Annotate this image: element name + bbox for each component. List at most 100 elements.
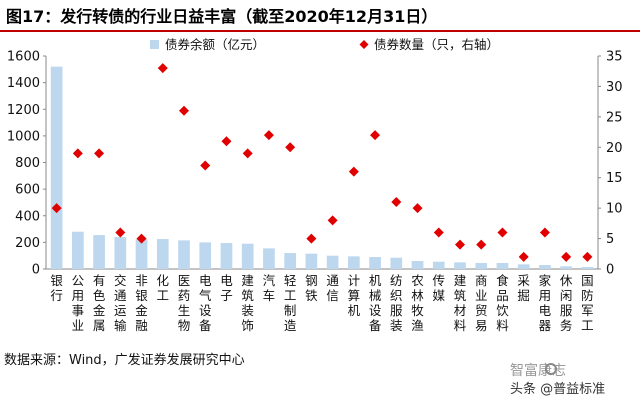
scatter-point (306, 233, 317, 244)
chart-title: 图17：发行转债的行业日益丰富（截至2020年12月31日） (6, 7, 438, 26)
bar (114, 237, 127, 269)
x-tick-label: 机械设备 (369, 273, 382, 333)
x-tick-label: 建筑装饰 (241, 273, 254, 333)
scatter-point (285, 142, 296, 153)
bar (475, 263, 488, 269)
x-tick-label: 国防军工 (581, 273, 594, 333)
bar (581, 267, 594, 269)
watermark-icon (545, 363, 557, 375)
x-tick-label: 有色金属 (93, 273, 106, 333)
y-left-tick-label: 800 (15, 156, 40, 171)
bar (72, 231, 84, 269)
bar (199, 242, 212, 269)
watermark-line2: 头条 @普益标准 (510, 382, 606, 397)
scatter-point (391, 197, 402, 208)
bar (348, 256, 360, 269)
scatter-point (242, 148, 253, 159)
scatter-point (200, 160, 211, 171)
scatter-point (179, 105, 189, 116)
scatter-point (94, 148, 105, 159)
bar (50, 66, 63, 270)
x-tick-label: 交通运输 (114, 273, 127, 333)
y-right-tick-label: 25 (606, 110, 623, 125)
scatter-point (497, 227, 508, 238)
y-left-tick-label: 1400 (7, 76, 40, 91)
x-tick-label: 商业贸易 (475, 273, 488, 333)
bar (156, 239, 169, 269)
y-left-tick-label: 1600 (7, 50, 40, 65)
y-right-tick-label: 15 (606, 171, 623, 186)
x-tick-label: 纺织服装 (390, 273, 403, 333)
bar (135, 239, 148, 269)
x-tick-label: 汽车 (263, 273, 276, 303)
scatter-point (221, 136, 232, 147)
legend-swatch-scatter (359, 40, 369, 49)
scatter-point (327, 215, 338, 226)
chart: 0 200 400 600 800 1000 1200 1400 1600 0 5 10 15 20 25 3… (7, 37, 623, 333)
scatter-point (518, 251, 529, 262)
y-left-tick-label: 400 (15, 209, 40, 224)
x-tick-label: 银行 (50, 273, 63, 303)
scatter-point (412, 203, 423, 214)
bar (305, 253, 318, 269)
y-left-tick-label: 1000 (7, 129, 40, 144)
scatter-point (115, 227, 126, 238)
bar (496, 263, 509, 269)
y-right-tick-label: 10 (606, 202, 623, 217)
x-tick-label: 食品饮料 (496, 273, 509, 333)
x-tick-label: 化工 (157, 273, 170, 303)
scatter-point (157, 63, 168, 74)
scatter-point (561, 251, 572, 262)
x-tick-label: 医药生物 (178, 273, 191, 333)
y-right-tick-label: 0 (606, 263, 614, 278)
scatter-point (51, 203, 62, 214)
bar (326, 255, 339, 269)
watermark-line1: 智富康志 (510, 363, 566, 379)
bar (411, 261, 424, 269)
x-tick-label: 传媒 (433, 273, 446, 303)
x-tick-label: 非银金融 (135, 273, 148, 333)
x-tick-label: 钢铁 (305, 273, 318, 303)
x-tick-label: 农林牧渔 (411, 273, 424, 333)
scatter-point (476, 239, 487, 250)
bar (517, 264, 530, 269)
x-tick-label: 电气设备 (199, 273, 212, 333)
bar (241, 243, 254, 269)
y-left-tick-label: 1200 (7, 103, 40, 118)
scatter-point (455, 239, 465, 250)
y-left-tick-label: 0 (32, 263, 40, 278)
bar (539, 265, 551, 269)
y-right-tick-label: 35 (606, 50, 623, 65)
y-left-tick-label: 200 (15, 236, 40, 251)
title-rule (0, 30, 640, 32)
x-tick-label: 休闲服务 (560, 273, 573, 333)
scatter-point (136, 233, 147, 244)
bar (178, 240, 190, 269)
bar (284, 253, 296, 269)
scatter-point (370, 130, 381, 141)
x-tick-label: 建筑材料 (454, 273, 467, 333)
bar (263, 248, 275, 269)
x-tick-label: 电子 (220, 273, 233, 303)
scatter-point (72, 148, 83, 159)
bar (220, 243, 233, 269)
x-tick-label: 公用事业 (72, 273, 85, 333)
scatter-point (582, 251, 593, 262)
scatter-point (433, 227, 444, 238)
y-right-tick-label: 20 (606, 141, 623, 156)
x-tick-label: 采掘 (517, 273, 530, 303)
y-left-tick-label: 600 (15, 183, 40, 198)
x-tick-label: 家用电器 (539, 273, 552, 333)
bar (432, 261, 445, 269)
source-note: 数据来源：Wind，广发证券发展研究中心 (4, 353, 245, 368)
bar (560, 266, 572, 269)
bar (369, 257, 381, 269)
y-right-tick-label: 30 (606, 80, 623, 95)
scatter-point (263, 130, 274, 141)
x-tick-label: 轻工制造 (284, 273, 297, 333)
x-tick-label: 通信 (326, 273, 339, 303)
bar (390, 257, 403, 269)
legend-label-scatter: 债券数量（只，右轴） (374, 37, 499, 52)
legend-label-bar: 债券余额（亿元） (165, 37, 265, 52)
bar (454, 262, 466, 269)
